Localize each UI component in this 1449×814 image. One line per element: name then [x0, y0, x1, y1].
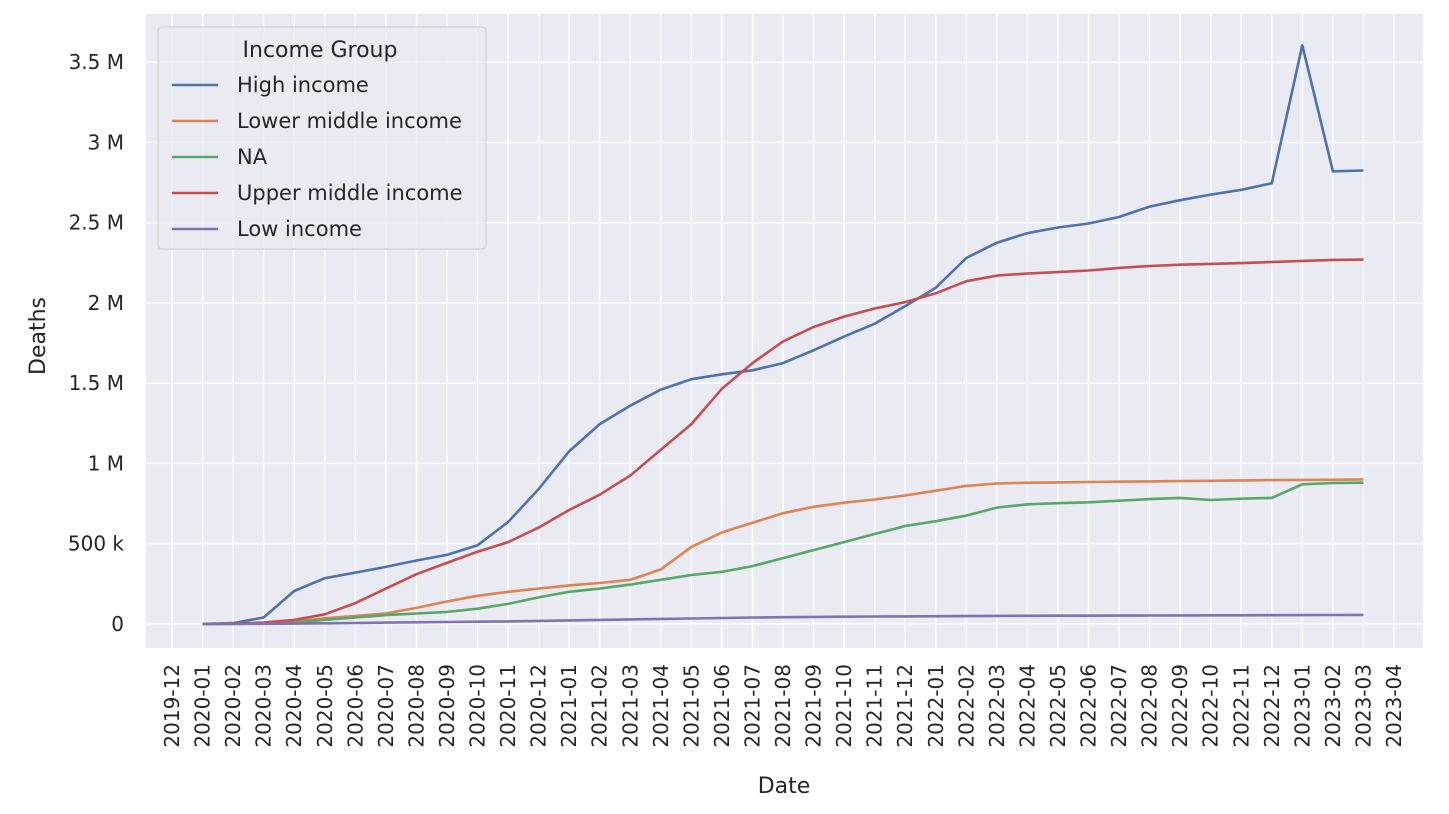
series-line-high-income: [202, 43, 1364, 626]
y-tick-label: 1.5 M: [69, 371, 124, 395]
x-tick-label: 2020-01: [191, 664, 215, 748]
x-tick-label: 2019-12: [160, 664, 184, 748]
x-tick-label: 2021-09: [802, 664, 826, 748]
x-tick-label: 2022-09: [1168, 664, 1192, 748]
x-tick-label: 2023-03: [1351, 664, 1375, 748]
x-tick-label: 2023-04: [1382, 664, 1406, 748]
x-tick-label: 2021-10: [832, 664, 856, 748]
y-tick-label: 3 M: [88, 130, 124, 154]
x-tick-label: 2022-07: [1107, 664, 1131, 748]
legend-title: Income Group: [243, 38, 398, 63]
series-line-upper-middle-income: [202, 258, 1364, 626]
y-axis-label: Deaths: [26, 297, 51, 375]
x-tick-label: 2022-12: [1260, 664, 1284, 748]
x-tick-label: 2021-08: [771, 664, 795, 748]
x-tick-label: 2021-04: [649, 664, 673, 748]
x-tick-label: 2021-01: [557, 664, 581, 748]
x-tick-label: 2023-02: [1321, 664, 1345, 748]
x-tick-label: 2021-07: [740, 664, 764, 748]
y-tick-label: 1 M: [88, 451, 124, 475]
legend-entry-label: Low income: [237, 217, 362, 241]
x-tick-label: 2020-03: [252, 664, 276, 748]
x-tick-label: 2020-11: [496, 664, 520, 748]
y-tick-label: 3.5 M: [69, 50, 124, 74]
y-tick-label: 2 M: [88, 291, 124, 315]
x-tick-label: 2020-10: [466, 664, 490, 748]
x-tick-labels: 2019-12 2020-01 2020-02 2020-03 2020-04 2020-…: [160, 664, 1406, 748]
x-tick-label: 2021-11: [863, 664, 887, 748]
x-tick-label: 2022-11: [1229, 664, 1253, 748]
x-tick-label: 2021-05: [679, 664, 703, 748]
y-tick-label: 2.5 M: [69, 211, 124, 235]
x-tick-label: 2020-02: [221, 664, 245, 748]
series-line-na: [202, 481, 1364, 626]
x-tick-label: 2020-07: [374, 664, 398, 748]
y-tick-label: 500 k: [68, 532, 125, 556]
x-tick-label: 2022-08: [1138, 664, 1162, 748]
x-tick-label: 2022-05: [1046, 664, 1070, 748]
series-line-low-income: [202, 613, 1364, 626]
x-tick-label: 2022-04: [1015, 664, 1039, 748]
legend-entry-label: Upper middle income: [237, 181, 463, 205]
x-tick-label: 2022-03: [985, 664, 1009, 748]
x-tick-label: 2020-04: [282, 664, 306, 748]
series-line-lower-middle-income: [202, 478, 1364, 626]
x-tick-label: 2021-02: [588, 664, 612, 748]
legend: Income Group High income Lower middle inc…: [157, 26, 487, 250]
x-tick-label: 2020-12: [527, 664, 551, 748]
x-tick-label: 2021-06: [710, 664, 734, 748]
x-tick-label: 2021-12: [893, 664, 917, 748]
legend-box: [157, 26, 487, 250]
x-tick-label: 2022-06: [1077, 664, 1101, 748]
x-tick-label: 2023-01: [1290, 664, 1314, 748]
legend-entries: High income Lower middle income NA Upper mi…: [172, 73, 463, 241]
legend-entry-label: Lower middle income: [237, 109, 462, 133]
x-tick-label: 2020-09: [435, 664, 459, 748]
x-tick-label: 2022-02: [954, 664, 978, 748]
series-lines: [202, 43, 1364, 626]
legend-entry-label: NA: [237, 145, 268, 169]
x-tick-label: 2020-08: [404, 664, 428, 748]
x-tick-label: 2020-06: [343, 664, 367, 748]
y-tick-labels: 0 500 k 1 M 1.5 M 2 M 2.5 M 3 M 3.5 M: [68, 50, 125, 636]
x-tick-label: 2020-05: [313, 664, 337, 748]
x-tick-label: 2022-01: [924, 664, 948, 748]
y-tick-label: 0: [111, 612, 124, 636]
x-axis-label: Date: [758, 774, 811, 799]
legend-entry-label: High income: [237, 73, 369, 97]
x-tick-label: 2021-03: [618, 664, 642, 748]
x-tick-label: 2022-10: [1199, 664, 1223, 748]
